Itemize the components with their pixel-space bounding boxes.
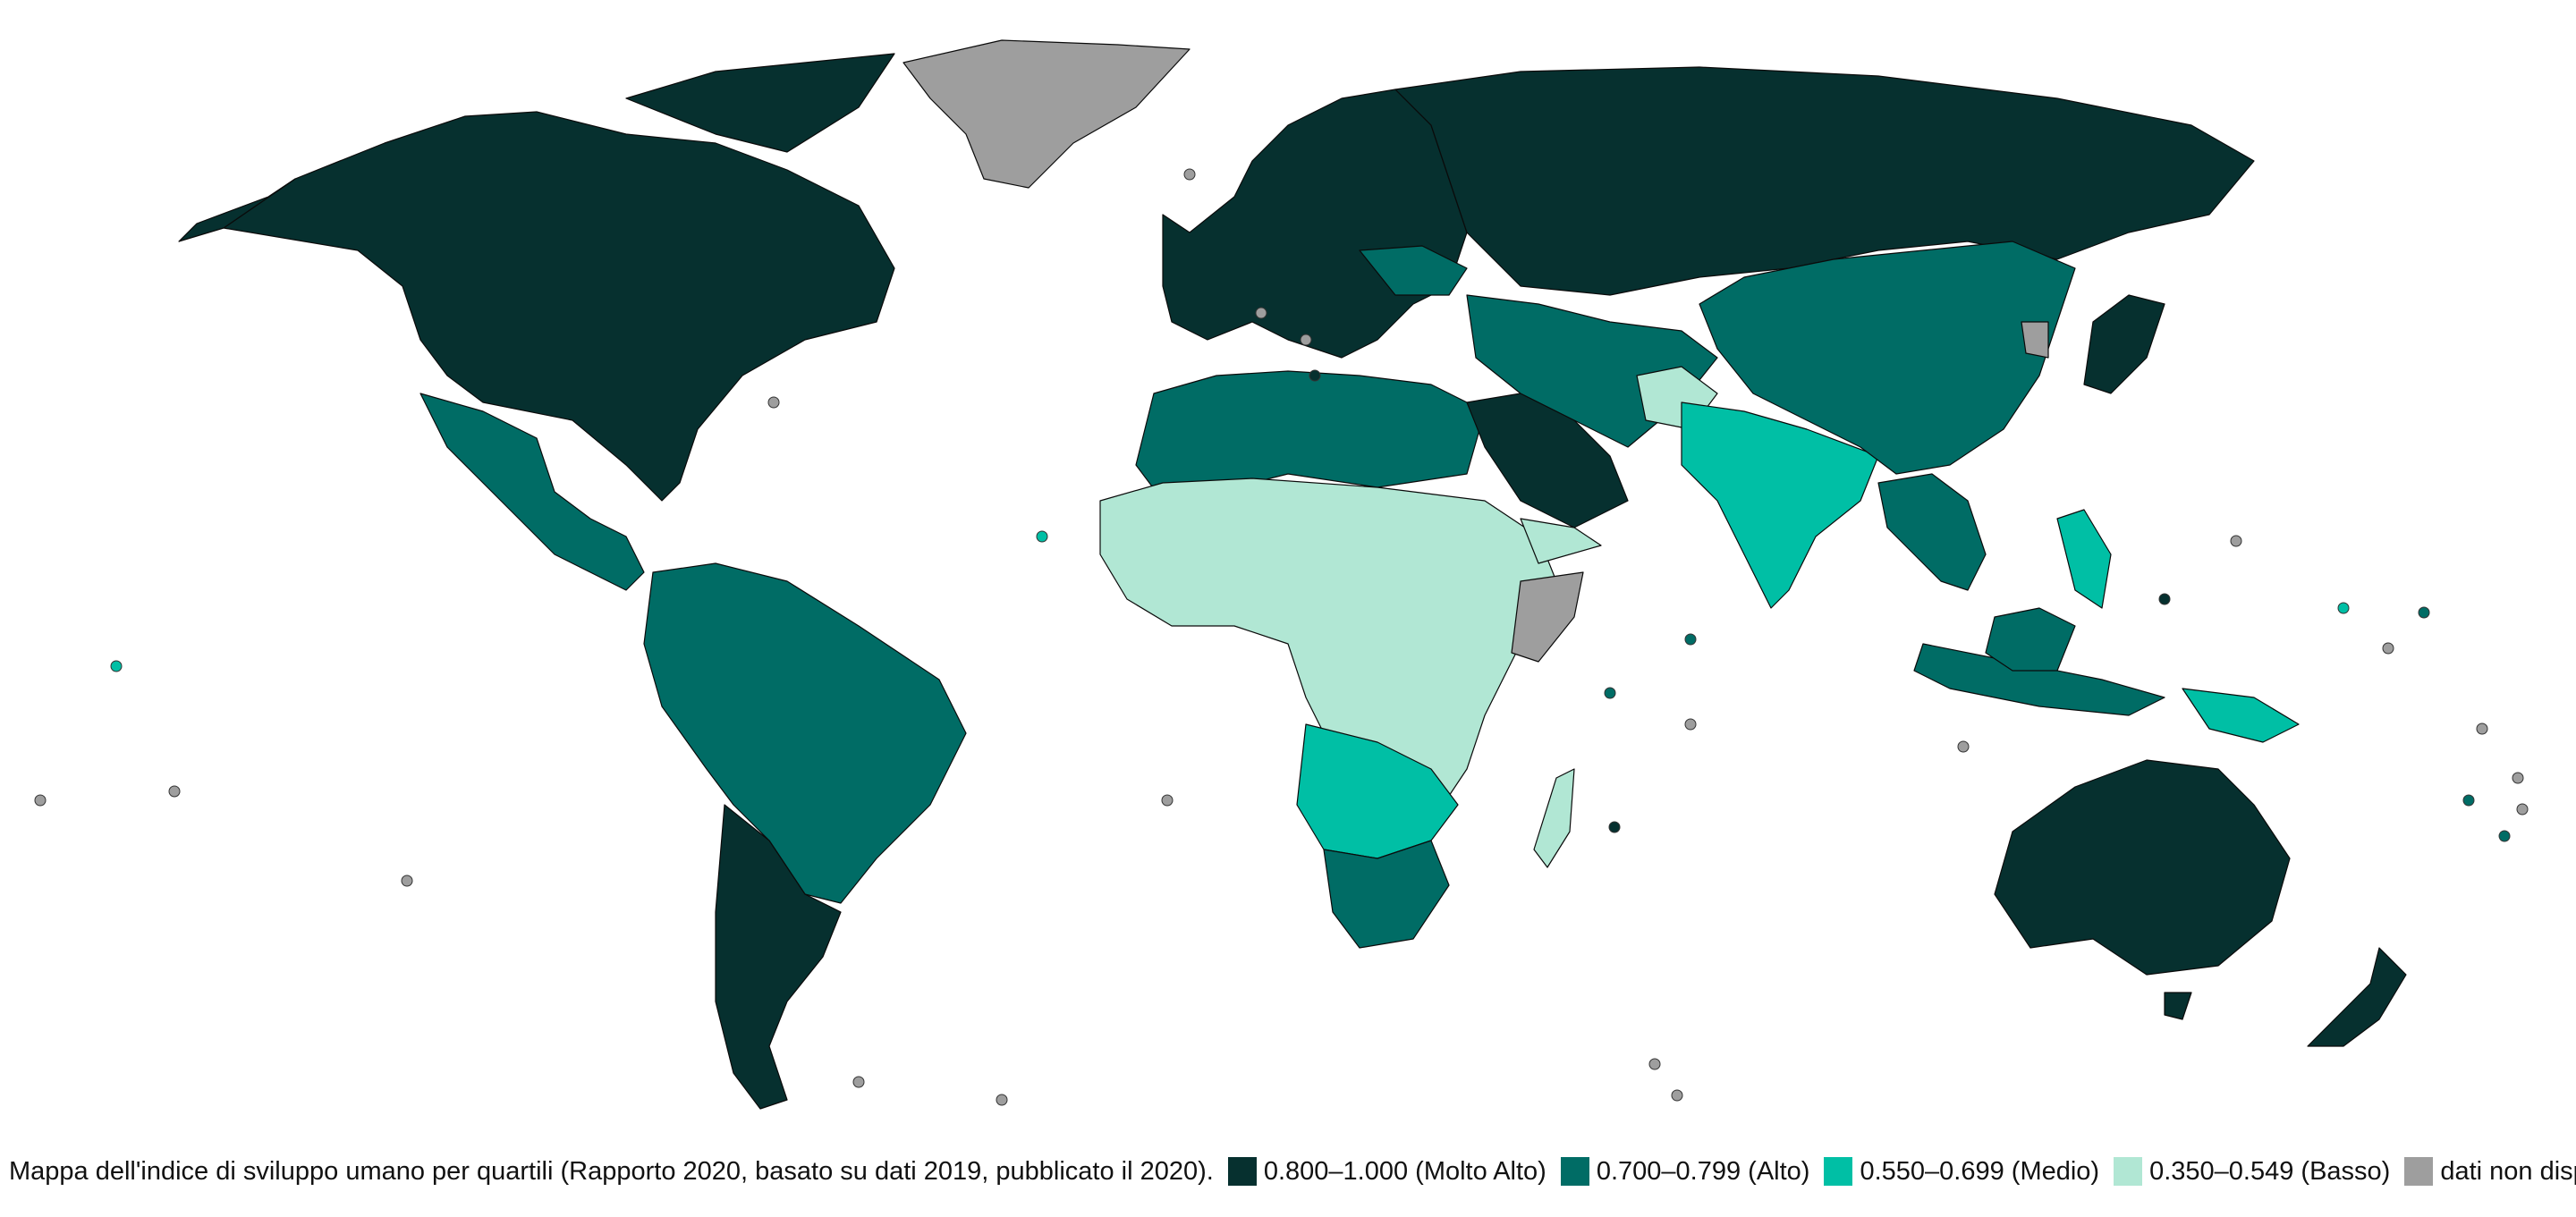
island-marker <box>2462 794 2475 807</box>
world-map <box>34 39 2529 1110</box>
island-marker <box>1684 633 1697 646</box>
region-tasmania <box>2164 992 2192 1020</box>
island-marker <box>2337 602 2350 614</box>
island-marker <box>2418 606 2430 619</box>
legend-swatch-high <box>1560 1157 1589 1186</box>
legend-item-low: 0.350–0.549 (Basso) <box>2114 1157 2390 1187</box>
island-marker <box>1608 821 1621 833</box>
legend-swatch-medium <box>1824 1157 1853 1186</box>
island-marker <box>852 1076 865 1088</box>
island-marker <box>1300 334 1312 346</box>
region-philippines <box>2056 509 2112 609</box>
region-eastern-europe <box>1359 245 1468 296</box>
region-china-mongolia <box>1699 241 2076 475</box>
legend-swatch-low <box>2114 1157 2143 1186</box>
legend-label-high: 0.700–0.799 (Alto) <box>1596 1156 1810 1186</box>
region-south-america-north <box>643 562 967 904</box>
region-new-zealand <box>2307 947 2407 1047</box>
island-marker <box>1309 369 1321 382</box>
legend-item-medium: 0.550–0.699 (Medio) <box>1824 1157 2099 1187</box>
region-arctic-islands <box>625 53 895 153</box>
legend-item-high: 0.700–0.799 (Alto) <box>1560 1156 1810 1187</box>
island-marker <box>767 396 780 409</box>
island-marker <box>1648 1058 1661 1070</box>
region-madagascar <box>1533 768 1575 868</box>
island-marker <box>2498 830 2511 842</box>
region-europe <box>1162 89 1468 359</box>
island-marker <box>168 785 181 798</box>
island-marker <box>1684 718 1697 731</box>
map-legend: Mappa dell'indice di sviluppo umano per … <box>9 1152 2576 1191</box>
island-marker <box>2476 723 2488 735</box>
legend-item-very-high: 0.800–1.000 (Molto Alto) <box>1227 1156 1546 1187</box>
island-marker <box>110 660 123 672</box>
island-marker <box>1161 794 1174 807</box>
legend-swatch-very-high <box>1227 1157 1257 1186</box>
island-marker <box>996 1094 1008 1106</box>
region-papua-new-guinea <box>2182 688 2300 743</box>
island-marker <box>2516 803 2529 816</box>
island-marker <box>401 875 413 887</box>
island-marker <box>2230 535 2242 547</box>
island-marker <box>2382 642 2394 655</box>
region-borneo <box>1985 607 2076 672</box>
region-australia <box>1994 759 2291 976</box>
island-marker <box>1671 1089 1683 1102</box>
island-marker <box>1957 740 1970 753</box>
legend-item-na: dati non disponibili <box>2404 1157 2576 1187</box>
region-alaska <box>178 178 296 242</box>
region-yemen <box>1520 518 1602 564</box>
legend-swatch-na <box>2404 1157 2434 1186</box>
map-caption: Mappa dell'indice di sviluppo umano per … <box>9 1156 1214 1186</box>
region-southeast-asia <box>1877 473 1987 591</box>
island-marker <box>34 794 47 807</box>
island-marker <box>1255 307 1267 319</box>
region-mexico-central-america <box>419 393 645 591</box>
island-marker <box>1036 530 1048 543</box>
legend-label-very-high: 0.800–1.000 (Molto Alto) <box>1263 1156 1546 1186</box>
region-south-america-south <box>715 804 842 1110</box>
island-marker <box>2158 593 2171 605</box>
region-japan <box>2083 294 2165 394</box>
region-north-america <box>223 111 895 502</box>
island-marker <box>1604 687 1616 699</box>
legend-label-na: dati non disponibili <box>2440 1156 2576 1186</box>
island-marker <box>2512 772 2524 784</box>
island-marker <box>1183 168 1196 181</box>
legend-label-medium: 0.550–0.699 (Medio) <box>1860 1156 2100 1186</box>
region-south-africa <box>1323 840 1450 949</box>
region-somalia <box>1511 571 1584 663</box>
legend-label-low: 0.350–0.549 (Basso) <box>2149 1156 2391 1186</box>
region-north-korea <box>2021 321 2049 359</box>
region-greenland <box>902 39 1191 189</box>
region-india-south-asia <box>1681 401 1879 609</box>
